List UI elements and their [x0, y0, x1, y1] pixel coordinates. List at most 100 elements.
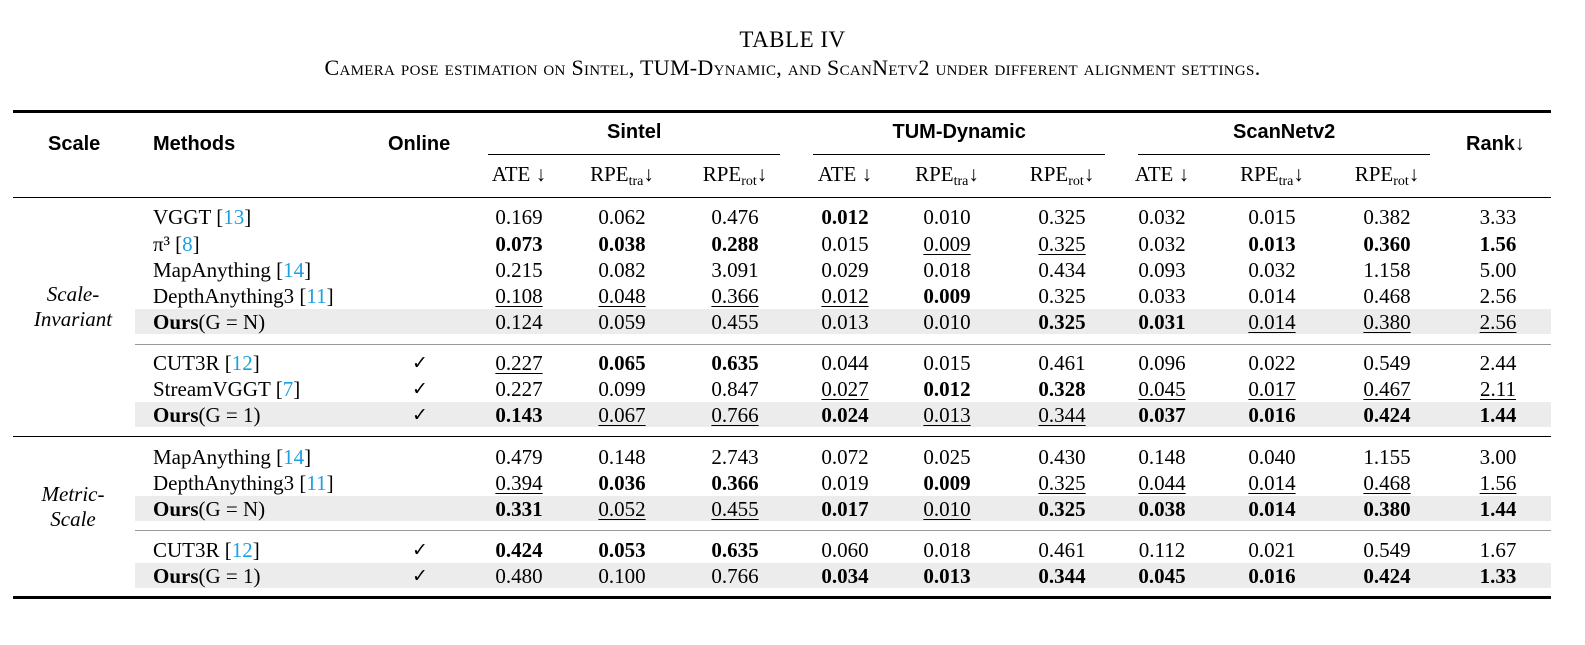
- highlight-row-background: [135, 402, 1551, 427]
- subheader-arrow: ↓: [1293, 162, 1304, 186]
- table-cell-value: 3.00: [1479, 445, 1517, 469]
- scale-label: Scale- Invariant: [28, 282, 118, 332]
- table-cell-value: 1.44: [1479, 403, 1517, 427]
- group-underline-sintel: [488, 154, 780, 155]
- table-cell-value: 0.325: [1038, 232, 1086, 256]
- subheader-sintel-rpe-tra: RPEtra↓: [590, 162, 654, 190]
- table-cell-value: 0.048: [598, 284, 646, 308]
- online-checkmark: ✓: [412, 539, 428, 561]
- subheader-tum-dynamic-rpe-rot: RPErot↓: [1030, 162, 1095, 190]
- table-cell-value: 0.366: [711, 284, 759, 308]
- table-cell-value: 0.468: [1363, 471, 1411, 495]
- header-group-sintel: Sintel: [607, 121, 662, 143]
- citation-bracket: ]: [326, 471, 334, 495]
- method-name-bold: Ours: [153, 564, 199, 588]
- table-cell-value: 0.549: [1363, 538, 1411, 562]
- scale-label-line: Scale: [50, 507, 96, 531]
- citation-bracket: ]: [192, 232, 200, 256]
- table-cell-value: 0.017: [821, 497, 869, 521]
- table-cell-value: 2.743: [711, 445, 759, 469]
- table-cell-value: 0.065: [598, 351, 646, 375]
- table-cell-value: 0.018: [923, 538, 971, 562]
- table-cell-value: 0.461: [1038, 351, 1086, 375]
- table-cell-value: 0.015: [1248, 205, 1296, 229]
- table-cell-value: 0.215: [495, 258, 543, 282]
- table-cell-value: 0.027: [821, 377, 869, 401]
- citation-bracket: ]: [326, 284, 334, 308]
- method-name: MapAnything [14]: [153, 258, 311, 282]
- subheader-sintel-ate: ATE ↓: [492, 162, 546, 187]
- citation-bracket: ]: [252, 351, 260, 375]
- header-rank: Rank↓: [1466, 133, 1525, 155]
- subheader-subscript: rot: [1068, 174, 1084, 189]
- table-cell-value: 0.013: [923, 403, 971, 427]
- subheader-subscript: rot: [741, 174, 757, 189]
- table-cell-value: 0.016: [1248, 564, 1296, 588]
- table-cell-value: 0.847: [711, 377, 759, 401]
- table-cell-value: 0.032: [1248, 258, 1296, 282]
- table-cell-value: 0.424: [1363, 564, 1411, 588]
- method-name: Ours(G = 1): [153, 564, 261, 588]
- method-name: DepthAnything3 [11]: [153, 471, 334, 495]
- top-rule: [13, 110, 1551, 113]
- table-cell-value: 1.56: [1479, 232, 1517, 256]
- method-name-text: StreamVGGT: [153, 377, 276, 401]
- table-cell-value: 0.455: [711, 310, 759, 334]
- table-cell-value: 0.430: [1038, 445, 1086, 469]
- table-cell-value: 0.635: [711, 538, 759, 562]
- table-cell-value: 0.012: [821, 284, 869, 308]
- subheader-text: RPE: [1240, 162, 1279, 186]
- table-cell-value: 0.044: [1138, 471, 1186, 495]
- subheader-text: ATE ↓: [1134, 162, 1190, 186]
- table-cell-value: 0.022: [1248, 351, 1296, 375]
- header-methods: Methods: [153, 133, 236, 155]
- scale-label-line: Invariant: [33, 307, 113, 331]
- online-checkmark: ✓: [412, 404, 428, 426]
- citation-link: 11: [306, 284, 327, 308]
- table-cell-value: 0.029: [821, 258, 869, 282]
- method-name-text: MapAnything: [153, 258, 277, 282]
- block-separator: [135, 344, 1551, 345]
- method-name: DepthAnything3 [11]: [153, 284, 334, 308]
- table-cell-value: 0.012: [821, 205, 869, 229]
- table-cell-value: 0.052: [598, 497, 646, 521]
- citation-bracket: [: [276, 445, 284, 469]
- citation-bracket: ]: [304, 258, 312, 282]
- table-cell-value: 0.014: [1248, 284, 1296, 308]
- method-name-text: DepthAnything3: [153, 284, 300, 308]
- table-cell-value: 0.148: [598, 445, 646, 469]
- table-cell-value: 0.344: [1038, 403, 1086, 427]
- table-cell-value: 0.032: [1138, 232, 1186, 256]
- table-cell-value: 0.021: [1248, 538, 1296, 562]
- citation-link: 14: [283, 258, 305, 282]
- citation-link: 12: [231, 351, 253, 375]
- subheader-text: RPE: [915, 162, 954, 186]
- online-checkmark: ✓: [412, 378, 428, 400]
- scale-label-line: Metric-: [41, 482, 105, 506]
- table-cell-value: 0.053: [598, 538, 646, 562]
- table-cell-value: 0.360: [1363, 232, 1411, 256]
- table-cell-value: 0.394: [495, 471, 543, 495]
- citation-bracket: [: [275, 377, 283, 401]
- table-cell-value: 0.476: [711, 205, 759, 229]
- highlight-row-background: [135, 309, 1551, 334]
- subheader-arrow: ↓: [1408, 162, 1420, 186]
- citation-link: 7: [282, 377, 294, 401]
- block-separator: [135, 530, 1551, 531]
- table-cell-value: 0.073: [495, 232, 543, 256]
- method-setting: (G = 1): [198, 403, 261, 427]
- table-cell-value: 0.013: [821, 310, 869, 334]
- subheader-scannetv2-ate: ATE ↓: [1135, 162, 1189, 187]
- subheader-arrow: ↓: [756, 162, 768, 186]
- method-name: VGGT [13]: [153, 205, 251, 229]
- table-cell-value: 0.045: [1138, 564, 1186, 588]
- method-name: CUT3R [12]: [153, 538, 260, 562]
- table-cell-value: 0.096: [1138, 351, 1186, 375]
- table-cell-value: 0.099: [598, 377, 646, 401]
- table-cell-value: 0.062: [598, 205, 646, 229]
- table-cell-value: 0.380: [1363, 310, 1411, 334]
- table-cell-value: 0.013: [1248, 232, 1296, 256]
- citation-bracket: ]: [244, 205, 252, 229]
- method-name-text: MapAnything: [153, 445, 277, 469]
- subheader-scannetv2-rpe-rot: RPErot↓: [1355, 162, 1420, 190]
